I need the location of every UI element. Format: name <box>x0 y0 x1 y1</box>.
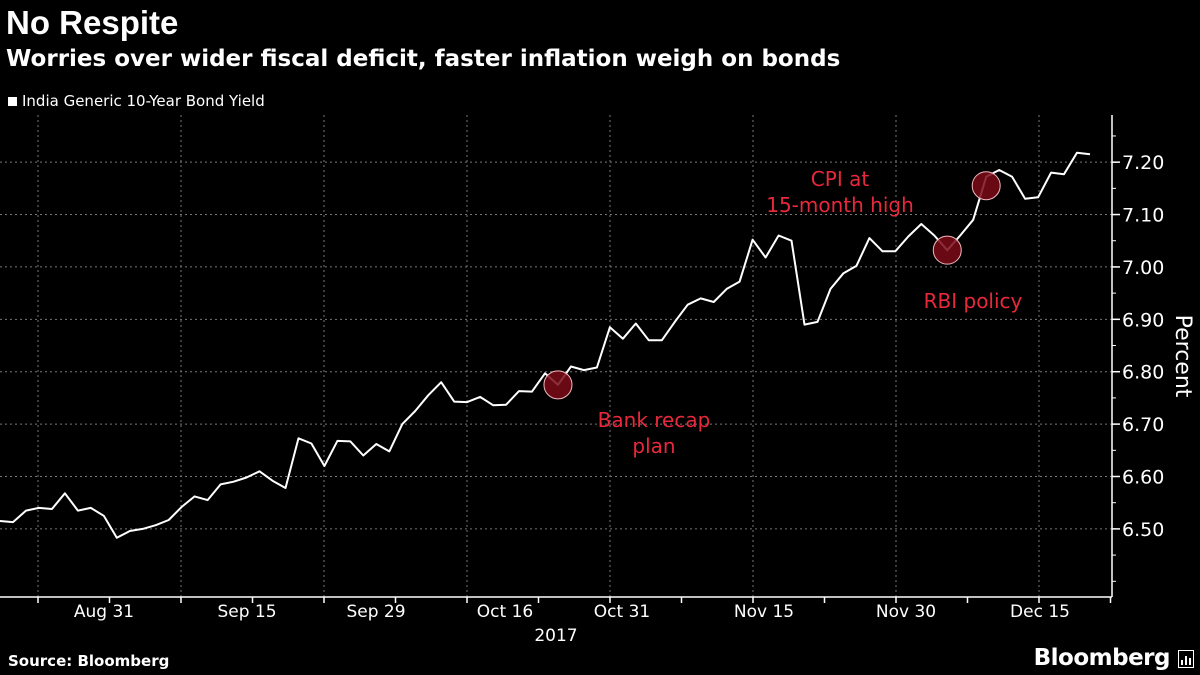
y-tick-label-4: 6.90 <box>1122 309 1164 331</box>
x-tick-label-3: Oct 16 <box>477 602 533 622</box>
annotation-label-1-1: 15-month high <box>766 193 914 217</box>
annotation-marker-2 <box>932 235 962 265</box>
annotation-label-0-1: plan <box>632 434 675 458</box>
x-tick-label-6: Nov 30 <box>876 602 936 622</box>
source-note: Source: Bloomberg <box>8 652 170 670</box>
x-tick-label-4: Oct 31 <box>594 602 650 622</box>
y-tick-label-7: 7.20 <box>1122 152 1164 174</box>
y-tick-label-1: 6.60 <box>1122 467 1164 489</box>
chart-title: No Respite <box>6 4 179 41</box>
legend: India Generic 10-Year Bond Yield <box>8 92 265 110</box>
chart-subtitle: Worries over wider fiscal deficit, faste… <box>6 46 841 72</box>
bar-chart-icon <box>1178 650 1194 668</box>
y-tick-label-0: 6.50 <box>1122 519 1164 541</box>
x-tick-label-0: Aug 31 <box>74 602 134 622</box>
x-tick-label-7: Dec 15 <box>1010 602 1070 622</box>
annotation-label-0-0: Bank recap <box>598 408 711 432</box>
x-tick-label-1: Sep 15 <box>217 602 276 622</box>
y-axis-title: Percent <box>1170 315 1195 398</box>
legend-swatch <box>8 96 17 106</box>
series-line <box>0 151 1091 539</box>
annotation-label-1-0: CPI at <box>811 167 870 191</box>
x-tick-label-5: Nov 15 <box>734 602 794 622</box>
y-tick-label-5: 7.00 <box>1122 257 1164 279</box>
annotation-label-2-0: RBI policy <box>924 289 1023 313</box>
y-tick-label-2: 6.70 <box>1122 414 1164 436</box>
x-year-label: 2017 <box>534 626 577 646</box>
legend-label: India Generic 10-Year Bond Yield <box>22 92 265 110</box>
annotation-marker-0 <box>543 370 573 400</box>
x-tick-label-2: Sep 29 <box>346 602 405 622</box>
y-tick-label-3: 6.80 <box>1122 362 1164 384</box>
y-tick-label-6: 7.10 <box>1122 205 1164 227</box>
annotation-marker-1 <box>971 171 1001 201</box>
brand-logo: Bloomberg <box>1033 645 1171 671</box>
